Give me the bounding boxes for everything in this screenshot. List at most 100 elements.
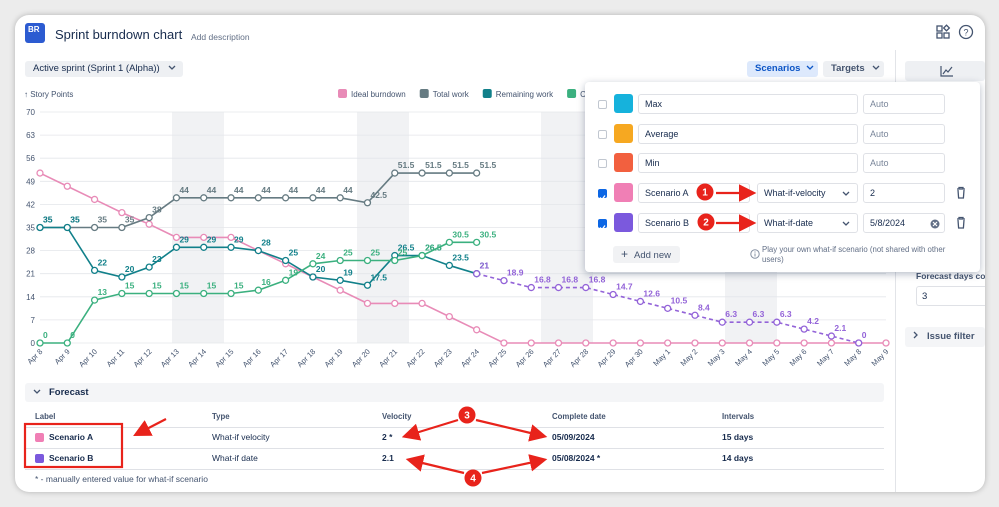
point: [472, 169, 481, 177]
scenario-mode[interactable]: What-if-date: [757, 213, 858, 233]
color-swatch[interactable]: [614, 183, 633, 202]
data-label: 0: [43, 330, 48, 340]
checkbox[interactable]: [598, 219, 607, 231]
point: [200, 194, 208, 202]
trash-icon: [957, 216, 965, 229]
series-line: [39, 172, 886, 344]
sprint-dropdown[interactable]: Active sprint (Sprint 1 (Alpha)): [25, 61, 183, 77]
scenario-info: Play your own what-if scenario (not shar…: [762, 245, 946, 264]
y-tick-label: 49: [26, 177, 35, 186]
data-label: 51.5: [480, 160, 497, 170]
scenario-name[interactable]: Min: [638, 153, 858, 173]
table-cell: 15 days: [722, 432, 754, 442]
scenario-value[interactable]: Auto: [863, 124, 945, 144]
sprint-label: Active sprint (Sprint 1 (Alpha)): [33, 63, 160, 74]
point: [227, 233, 235, 242]
checkbox[interactable]: [598, 130, 607, 139]
scenario-name[interactable]: Max: [638, 94, 858, 114]
color-swatch[interactable]: [614, 153, 633, 172]
delete-button[interactable]: [951, 183, 971, 203]
scenario-name[interactable]: Scenario A: [638, 183, 750, 203]
point: [90, 195, 99, 204]
scenario-value[interactable]: 5/8/2024: [863, 213, 945, 233]
table-cell: Scenario A: [49, 432, 94, 442]
color-swatch[interactable]: [614, 124, 633, 143]
scenarios-button[interactable]: Scenarios: [747, 61, 818, 77]
checkbox[interactable]: [598, 159, 607, 168]
forecast-header[interactable]: Forecast: [25, 383, 884, 402]
point: [227, 243, 235, 251]
point: [363, 299, 372, 308]
data-label: 16.8: [534, 275, 551, 285]
point: [227, 194, 235, 202]
point: [472, 270, 481, 278]
table-cell: Scenario B: [49, 453, 94, 463]
point: [418, 169, 426, 177]
scenario-value[interactable]: Auto: [863, 94, 945, 114]
delete-button[interactable]: [951, 213, 971, 233]
point: [554, 283, 563, 292]
color-swatch[interactable]: [614, 94, 633, 113]
point: [309, 194, 317, 202]
targets-button[interactable]: Targets: [823, 61, 884, 77]
color-swatch[interactable]: [614, 213, 633, 232]
scenario-value[interactable]: 2: [863, 183, 945, 203]
scenario-name[interactable]: Average: [638, 124, 858, 144]
data-label: 8.4: [698, 302, 710, 312]
point: [254, 246, 262, 255]
trash-icon: [957, 186, 965, 199]
add-new-button[interactable]: + Add new: [613, 246, 680, 263]
y-tick-label: 35: [26, 224, 35, 233]
x-tick-label: Apr 29: [596, 347, 618, 369]
scenario-value[interactable]: Auto: [863, 153, 945, 173]
scenario-mode[interactable]: What-if-velocity: [757, 183, 858, 203]
data-label: 15: [179, 281, 189, 291]
column-header: Velocity: [382, 412, 412, 421]
point: [445, 261, 454, 270]
clear-date-icon[interactable]: [930, 219, 940, 229]
data-label: 26.5: [425, 243, 442, 253]
point: [90, 296, 99, 304]
x-tick-label: Apr 20: [350, 347, 372, 369]
point: [582, 339, 590, 347]
help-icon[interactable]: ?: [958, 24, 974, 40]
point: [718, 339, 726, 347]
table-cell: What-if date: [212, 453, 258, 463]
data-label: 44: [234, 185, 244, 195]
scenario-name[interactable]: Scenario B: [638, 213, 750, 233]
data-label: 2.1: [834, 323, 846, 333]
point: [36, 223, 44, 232]
forecast-days-input[interactable]: 3: [916, 286, 985, 306]
x-tick-label: Apr 12: [132, 347, 154, 369]
x-tick-label: Apr 18: [295, 347, 317, 369]
add-description[interactable]: Add description: [191, 32, 250, 42]
point: [882, 339, 890, 347]
point: [800, 339, 808, 347]
checkbox[interactable]: [598, 100, 607, 109]
data-label: 0: [862, 330, 867, 340]
chevron: [872, 65, 880, 70]
x-tick-label: Apr 30: [623, 347, 645, 369]
logo: BR: [25, 23, 45, 43]
y-tick-label: 70: [26, 108, 35, 117]
data-label: 35: [98, 215, 108, 225]
data-label: 51.5: [425, 160, 442, 170]
legend-swatch: [482, 89, 492, 98]
footnote: * - manually entered value for what-if s…: [35, 474, 208, 484]
legend-swatch: [567, 89, 577, 98]
data-label: 25: [370, 248, 380, 258]
add-new-label: Add new: [634, 250, 671, 261]
row-divider: [25, 448, 884, 449]
data-label: 29: [179, 234, 189, 244]
issue-filter[interactable]: Issue filter: [905, 327, 985, 347]
data-label: 21: [480, 261, 490, 271]
legend-label: Remaining work: [496, 90, 554, 99]
table-cell: What-if velocity: [212, 432, 270, 442]
chevron: [842, 221, 850, 226]
point: [145, 213, 153, 222]
checkbox[interactable]: [598, 189, 607, 201]
data-label: 15: [152, 281, 162, 291]
chart-settings-tab[interactable]: [905, 61, 985, 81]
apps-icon[interactable]: [935, 24, 951, 40]
data-label: 16.8: [562, 275, 579, 285]
